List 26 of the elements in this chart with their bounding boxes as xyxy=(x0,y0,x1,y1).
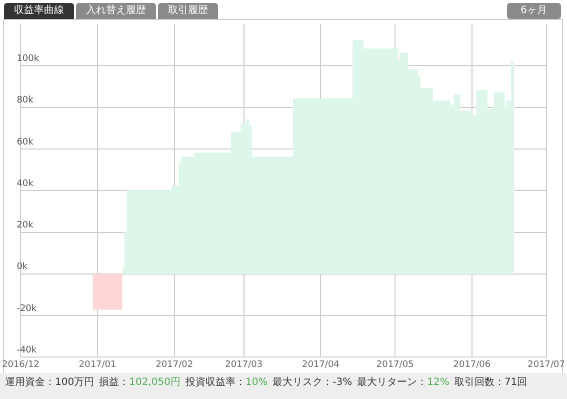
text: 最大リスク：-3% xyxy=(272,377,352,388)
x-tick-label: 2017/01 xyxy=(78,360,116,370)
y-tick-label: 80k xyxy=(16,96,34,106)
period-button: 6ヶ月 xyxy=(506,3,561,19)
y-tick-label: 40k xyxy=(16,178,34,189)
text: 損益：102,050円 xyxy=(99,377,180,388)
x-tick-label: 2017/04 xyxy=(302,360,340,370)
tab-button: 入れ替え履歴 xyxy=(76,3,156,19)
text: 最大リターン：12% xyxy=(357,377,450,388)
x-tick-label: 2017/06 xyxy=(453,360,491,370)
x-tick-label: 2017/03 xyxy=(225,360,263,370)
y-tick-label: 100k xyxy=(16,54,40,64)
x-tick-label: 2017/02 xyxy=(156,360,194,370)
x-tick-label: 2016/12 xyxy=(2,360,40,370)
tab-button: 収益率曲線 xyxy=(4,3,74,19)
text: 運用資金：100万円 xyxy=(5,377,94,388)
y-tick-label: 20k xyxy=(16,220,34,231)
y-tick-label: -40k xyxy=(16,346,38,356)
x-tick-label: 2017/07 xyxy=(528,360,565,370)
tab-button: 取引履歴 xyxy=(158,3,218,19)
y-tick-label: 0k xyxy=(16,262,28,272)
y-tick-label: -20k xyxy=(16,304,38,314)
y-tick-label: 60k xyxy=(16,137,34,148)
text: 投資収益率：10% xyxy=(185,377,268,388)
x-tick-label: 2017/05 xyxy=(376,360,414,370)
text: 取引回数：71回 xyxy=(454,377,528,388)
